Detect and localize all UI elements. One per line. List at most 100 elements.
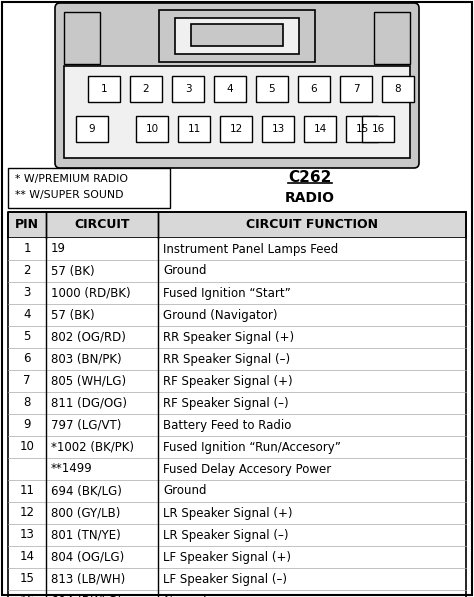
Bar — [214, 76, 246, 102]
Text: RF Speaker Signal (–): RF Speaker Signal (–) — [163, 396, 289, 410]
Bar — [8, 304, 466, 326]
Text: 8: 8 — [23, 396, 31, 410]
Text: 9: 9 — [23, 418, 31, 432]
Text: C262: C262 — [288, 171, 332, 186]
Text: Instrument Panel Lamps Feed: Instrument Panel Lamps Feed — [163, 242, 338, 256]
Bar — [8, 502, 466, 524]
Text: 7: 7 — [353, 84, 359, 94]
Text: 800 (GY/LB): 800 (GY/LB) — [51, 506, 120, 519]
Text: 7: 7 — [23, 374, 31, 387]
Text: 16: 16 — [371, 124, 384, 134]
Text: 6: 6 — [23, 352, 31, 365]
Text: 11: 11 — [187, 124, 201, 134]
Bar — [175, 18, 299, 54]
Text: 1: 1 — [100, 84, 107, 94]
Text: 3: 3 — [185, 84, 191, 94]
Text: 16: 16 — [19, 595, 35, 597]
Text: 813 (LB/WH): 813 (LB/WH) — [51, 573, 125, 586]
Text: 12: 12 — [19, 506, 35, 519]
Text: 2: 2 — [23, 264, 31, 278]
Text: * W/PREMIUM RADIO: * W/PREMIUM RADIO — [15, 174, 128, 184]
Text: 3: 3 — [23, 287, 31, 300]
Text: RR Speaker Signal (–): RR Speaker Signal (–) — [163, 352, 290, 365]
Text: 694 (BK/LG): 694 (BK/LG) — [51, 595, 122, 597]
Bar — [191, 24, 283, 46]
Bar — [8, 524, 466, 546]
Bar — [346, 116, 378, 142]
Bar — [76, 116, 108, 142]
Text: 801 (TN/YE): 801 (TN/YE) — [51, 528, 121, 541]
Bar — [8, 326, 466, 348]
Text: Fused Delay Accesory Power: Fused Delay Accesory Power — [163, 463, 331, 475]
Text: 802 (OG/RD): 802 (OG/RD) — [51, 331, 126, 343]
Bar — [88, 76, 120, 102]
Bar — [8, 590, 466, 597]
FancyBboxPatch shape — [55, 3, 419, 168]
Bar — [8, 212, 466, 238]
Text: 803 (BN/PK): 803 (BN/PK) — [51, 352, 122, 365]
Bar — [8, 568, 466, 590]
Bar — [136, 116, 168, 142]
Text: RADIO: RADIO — [285, 191, 335, 205]
Text: CIRCUIT: CIRCUIT — [74, 219, 130, 232]
Text: 797 (LG/VT): 797 (LG/VT) — [51, 418, 121, 432]
Bar — [8, 238, 466, 260]
Text: LR Speaker Signal (–): LR Speaker Signal (–) — [163, 528, 289, 541]
Text: 1: 1 — [23, 242, 31, 256]
Bar — [159, 10, 315, 62]
Bar — [178, 116, 210, 142]
Bar — [382, 76, 414, 102]
Text: 13: 13 — [272, 124, 284, 134]
Bar — [8, 436, 466, 458]
Bar — [8, 168, 170, 208]
Text: 805 (WH/LG): 805 (WH/LG) — [51, 374, 126, 387]
Text: 10: 10 — [19, 441, 35, 454]
Text: 11: 11 — [19, 485, 35, 497]
Text: 19: 19 — [51, 242, 66, 256]
Text: 15: 15 — [19, 573, 35, 586]
Text: **1499: **1499 — [51, 463, 93, 475]
Bar — [8, 282, 466, 304]
Bar — [8, 348, 466, 370]
Text: 57 (BK): 57 (BK) — [51, 309, 95, 322]
Text: 5: 5 — [23, 331, 31, 343]
Text: 6: 6 — [310, 84, 317, 94]
Text: PIN: PIN — [15, 219, 39, 232]
Text: 5: 5 — [269, 84, 275, 94]
Text: 14: 14 — [19, 550, 35, 564]
Text: RR Speaker Signal (+): RR Speaker Signal (+) — [163, 331, 294, 343]
Bar — [8, 414, 466, 436]
Bar — [8, 370, 466, 392]
Bar — [340, 76, 372, 102]
Text: ** W/SUPER SOUND: ** W/SUPER SOUND — [15, 190, 124, 200]
Bar — [304, 116, 336, 142]
Text: 811 (DG/OG): 811 (DG/OG) — [51, 396, 127, 410]
Bar — [64, 66, 410, 158]
Text: 694 (BK/LG): 694 (BK/LG) — [51, 485, 122, 497]
Text: 12: 12 — [229, 124, 243, 134]
Bar — [8, 480, 466, 502]
Text: Fused Ignition “Start”: Fused Ignition “Start” — [163, 287, 291, 300]
Bar — [8, 546, 466, 568]
Text: 57 (BK): 57 (BK) — [51, 264, 95, 278]
Text: CIRCUIT FUNCTION: CIRCUIT FUNCTION — [246, 219, 378, 232]
Text: 13: 13 — [19, 528, 35, 541]
Text: 4: 4 — [23, 309, 31, 322]
Bar — [362, 116, 394, 142]
Text: 8: 8 — [395, 84, 401, 94]
Bar — [130, 76, 162, 102]
Text: Ground: Ground — [163, 485, 207, 497]
Text: 15: 15 — [356, 124, 369, 134]
Text: Ground: Ground — [163, 595, 207, 597]
Text: LF Speaker Signal (–): LF Speaker Signal (–) — [163, 573, 287, 586]
Text: RF Speaker Signal (+): RF Speaker Signal (+) — [163, 374, 292, 387]
Bar — [374, 12, 410, 64]
Bar — [8, 212, 466, 597]
Text: 1000 (RD/BK): 1000 (RD/BK) — [51, 287, 131, 300]
Bar — [8, 260, 466, 282]
Bar — [8, 392, 466, 414]
Bar — [220, 116, 252, 142]
Bar — [262, 116, 294, 142]
Text: Ground: Ground — [163, 264, 207, 278]
Text: 4: 4 — [227, 84, 233, 94]
